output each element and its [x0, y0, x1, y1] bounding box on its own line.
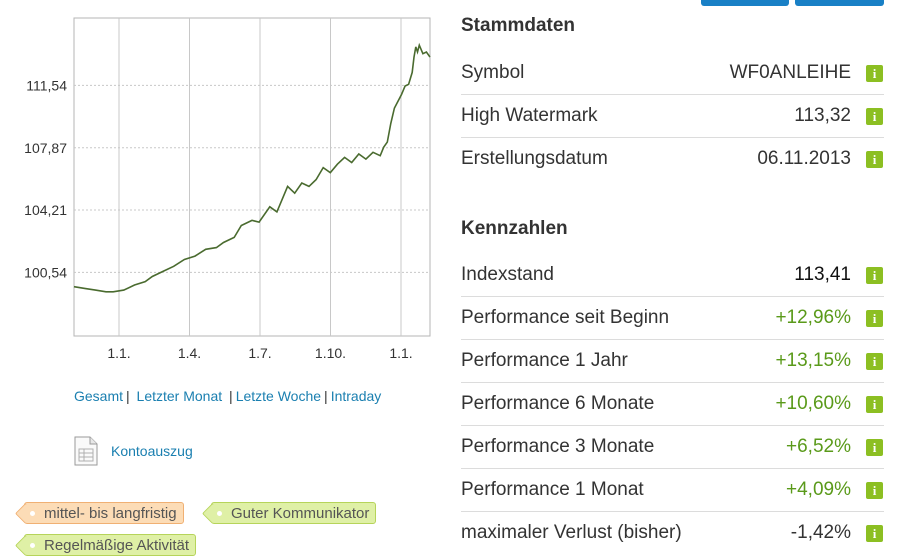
- stammdaten-row-symbol: Symbol WF0ANLEIHE i: [461, 52, 884, 95]
- info-icon[interactable]: i: [866, 309, 883, 327]
- document-icon[interactable]: [74, 436, 98, 466]
- range-separator: |: [126, 388, 130, 404]
- kennzahlen-row-performance-1-jahr: Performance 1 Jahr +13,15% i: [461, 340, 884, 383]
- kennzahlen-row-performance-1-monat: Performance 1 Monat +4,09% i: [461, 469, 884, 512]
- range-link-letzte-woche[interactable]: Letzte Woche: [235, 388, 322, 404]
- kennzahlen-row-maximaler-verlust: maximaler Verlust (bisher) -1,42% i: [461, 512, 884, 554]
- x-tick-label: 1.1.: [107, 345, 130, 361]
- y-axis-ticks: 111,54 107,87 104,21 100,54: [24, 77, 67, 280]
- row-label: Symbol: [461, 62, 525, 83]
- info-icon[interactable]: i: [866, 64, 883, 82]
- y-tick-label: 107,87: [24, 140, 67, 156]
- row-value: +10,60%: [775, 393, 851, 414]
- info-icon[interactable]: i: [866, 481, 883, 499]
- kennzahlen-row-performance-3-monate: Performance 3 Monate +6,52% i: [461, 426, 884, 469]
- section-title-stammdaten: Stammdaten: [461, 15, 576, 36]
- tag-mittel-bis-langfristig[interactable]: mittel- bis langfristig: [24, 502, 184, 524]
- statement-link[interactable]: Kontoauszug: [111, 443, 193, 459]
- row-label: Performance 3 Monate: [461, 436, 655, 457]
- tag-regelmaessige-aktivitaet[interactable]: Regelmäßige Aktivität: [24, 534, 197, 556]
- range-link-gesamt[interactable]: Gesamt: [74, 388, 124, 404]
- row-label: Performance 1 Monat: [461, 479, 644, 500]
- kennzahlen-row-performance-6-monate: Performance 6 Monate +10,60% i: [461, 383, 884, 426]
- y-tick-label: 104,21: [24, 202, 67, 218]
- row-value: 113,41: [794, 264, 851, 285]
- stammdaten-row-high-watermark: High Watermark 113,32 i: [461, 95, 884, 138]
- row-value: +4,09%: [786, 479, 851, 500]
- row-value: -1,42%: [790, 522, 851, 543]
- index-line: [73, 42, 431, 293]
- top-button-2[interactable]: [795, 0, 884, 6]
- row-value: 06.11.2013: [757, 148, 851, 169]
- range-separator: |: [229, 388, 233, 404]
- kennzahlen-table: Indexstand 113,41 i Performance seit Beg…: [461, 254, 884, 554]
- top-button-1[interactable]: [701, 0, 789, 6]
- row-label: Erstellungsdatum: [461, 148, 608, 169]
- info-icon[interactable]: i: [866, 107, 883, 125]
- y-tick-label: 111,54: [26, 77, 67, 93]
- x-tick-label: 1.1.: [389, 345, 412, 361]
- row-label: Indexstand: [461, 264, 554, 285]
- info-icon[interactable]: i: [866, 150, 883, 168]
- x-tick-label: 1.4.: [178, 345, 201, 361]
- range-link-intraday[interactable]: Intraday: [330, 388, 382, 404]
- row-value: 113,32: [794, 105, 851, 126]
- y-tick-label: 100,54: [24, 264, 67, 280]
- info-icon[interactable]: i: [866, 524, 883, 542]
- info-icon[interactable]: i: [866, 266, 883, 284]
- x-tick-label: 1.7.: [248, 345, 271, 361]
- row-label: High Watermark: [461, 105, 598, 126]
- row-label: maximaler Verlust (bisher): [461, 522, 682, 543]
- chart-plot-area: [73, 17, 431, 337]
- range-separator: |: [324, 388, 328, 404]
- stammdaten-row-erstellungsdatum: Erstellungsdatum 06.11.2013 i: [461, 138, 884, 180]
- chart-grid: [74, 18, 430, 336]
- row-value: +6,52%: [786, 436, 851, 457]
- row-value: WF0ANLEIHE: [729, 62, 851, 83]
- stammdaten-table: Symbol WF0ANLEIHE i High Watermark 113,3…: [461, 52, 884, 180]
- row-label: Performance 6 Monate: [461, 393, 655, 414]
- tag-guter-kommunikator[interactable]: Guter Kommunikator: [211, 502, 377, 524]
- x-axis-ticks: 1.1. 1.4. 1.7. 1.10. 1.1.: [107, 345, 412, 361]
- row-label: Performance seit Beginn: [461, 307, 670, 328]
- info-icon[interactable]: i: [866, 438, 883, 456]
- range-links: Gesamt | Letzter Monat | Letzte Woche | Intr…: [74, 388, 381, 404]
- account-statement: Kontoauszug: [74, 436, 193, 466]
- section-title-kennzahlen: Kennzahlen: [461, 218, 568, 239]
- row-label: Performance 1 Jahr: [461, 350, 628, 371]
- range-link-letzter-monat[interactable]: Letzter Monat: [136, 388, 223, 404]
- info-icon[interactable]: i: [866, 352, 883, 370]
- kennzahlen-row-performance-seit-beginn: Performance seit Beginn +12,96% i: [461, 297, 884, 340]
- row-value: +12,96%: [775, 307, 851, 328]
- kennzahlen-row-indexstand: Indexstand 113,41 i: [461, 254, 884, 297]
- x-tick-label: 1.10.: [315, 345, 346, 361]
- row-value: +13,15%: [775, 350, 851, 371]
- info-icon[interactable]: i: [866, 395, 883, 413]
